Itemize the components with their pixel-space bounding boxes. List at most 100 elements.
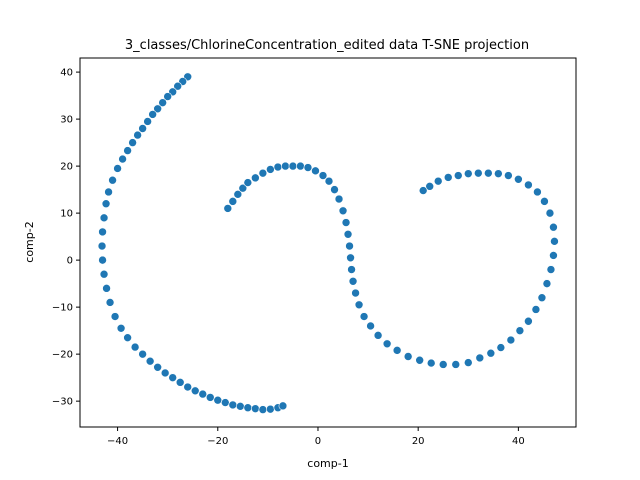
data-point bbox=[338, 206, 348, 216]
data-point bbox=[233, 190, 243, 199]
data-point bbox=[330, 185, 339, 194]
data-point bbox=[418, 186, 428, 195]
data-point bbox=[540, 197, 549, 206]
data-point bbox=[278, 401, 288, 411]
data-point bbox=[345, 241, 354, 251]
data-point bbox=[163, 92, 172, 101]
data-point bbox=[426, 358, 436, 368]
data-point bbox=[496, 343, 506, 352]
data-point bbox=[228, 197, 238, 206]
data-point bbox=[130, 342, 140, 352]
data-point bbox=[148, 110, 157, 119]
data-point bbox=[113, 164, 122, 173]
data-point bbox=[198, 389, 208, 399]
data-point bbox=[251, 173, 260, 183]
y-tick-label: 30 bbox=[60, 115, 73, 126]
y-tick-label: −10 bbox=[52, 303, 73, 314]
data-point bbox=[99, 213, 109, 223]
data-point bbox=[266, 165, 275, 174]
data-point bbox=[153, 362, 162, 372]
data-point bbox=[105, 298, 115, 307]
data-point bbox=[433, 176, 443, 186]
data-point bbox=[303, 163, 313, 172]
data-point bbox=[549, 222, 558, 232]
data-point bbox=[205, 393, 215, 402]
plot-frame bbox=[79, 57, 577, 428]
data-point bbox=[266, 404, 275, 414]
data-point bbox=[542, 279, 552, 288]
data-point bbox=[318, 171, 328, 180]
data-point bbox=[175, 378, 185, 387]
data-point bbox=[273, 162, 283, 172]
data-point bbox=[98, 227, 107, 237]
data-point bbox=[228, 400, 238, 410]
data-point bbox=[190, 386, 200, 396]
data-point bbox=[443, 173, 453, 182]
data-point bbox=[403, 352, 413, 361]
x-tick-label: 0 bbox=[315, 436, 321, 447]
data-point bbox=[341, 218, 351, 227]
data-point bbox=[173, 81, 182, 91]
data-point bbox=[288, 161, 298, 171]
data-point bbox=[438, 360, 448, 369]
data-point bbox=[453, 171, 463, 180]
data-point bbox=[343, 229, 353, 239]
data-point bbox=[537, 293, 547, 303]
data-point bbox=[359, 312, 369, 321]
data-point bbox=[118, 154, 127, 164]
y-tick-label: 0 bbox=[67, 256, 73, 267]
data-point bbox=[334, 194, 344, 204]
data-point bbox=[504, 171, 513, 180]
data-point bbox=[251, 404, 260, 413]
data-point bbox=[451, 360, 461, 369]
data-point bbox=[346, 253, 355, 263]
data-point bbox=[463, 169, 473, 178]
data-point bbox=[258, 168, 268, 178]
data-point bbox=[97, 241, 107, 251]
data-point bbox=[143, 117, 152, 126]
data-point bbox=[484, 168, 493, 178]
data-point bbox=[101, 199, 111, 209]
data-point bbox=[515, 326, 525, 335]
x-tick-label: 40 bbox=[512, 436, 525, 447]
y-tick-label: 40 bbox=[60, 68, 73, 79]
data-point bbox=[138, 349, 147, 359]
data-point bbox=[108, 175, 117, 185]
data-point bbox=[158, 98, 167, 107]
data-point bbox=[545, 208, 555, 218]
data-point bbox=[373, 331, 383, 340]
data-point bbox=[463, 358, 473, 367]
data-point bbox=[475, 353, 485, 363]
data-point bbox=[550, 237, 559, 246]
data-point bbox=[238, 183, 248, 193]
data-point bbox=[494, 169, 503, 178]
data-point bbox=[145, 356, 155, 366]
data-point bbox=[183, 382, 193, 392]
data-point bbox=[486, 348, 496, 358]
data-point bbox=[98, 255, 107, 265]
data-point bbox=[392, 346, 402, 355]
data-point bbox=[415, 355, 424, 365]
data-point bbox=[324, 176, 334, 186]
data-point bbox=[296, 161, 305, 171]
data-point bbox=[220, 398, 230, 407]
y-tick-label: −20 bbox=[52, 350, 73, 361]
data-point bbox=[243, 178, 253, 187]
data-point bbox=[153, 104, 162, 114]
data-point bbox=[223, 204, 233, 213]
data-point bbox=[128, 138, 137, 147]
data-point bbox=[366, 321, 375, 331]
y-tick-label: 20 bbox=[60, 162, 73, 173]
data-point bbox=[354, 300, 364, 310]
data-point bbox=[514, 174, 523, 184]
data-point bbox=[116, 323, 126, 333]
data-point bbox=[123, 146, 132, 155]
x-axis-ticks: −40 −20 0 20 40 bbox=[107, 427, 525, 447]
y-tick-label: −30 bbox=[52, 397, 73, 408]
data-point bbox=[533, 187, 542, 197]
data-point bbox=[348, 276, 358, 286]
chart-title: 3_classes/ChlorineConcentration_edited d… bbox=[125, 38, 529, 53]
data-point bbox=[549, 251, 558, 260]
data-point bbox=[351, 288, 360, 298]
